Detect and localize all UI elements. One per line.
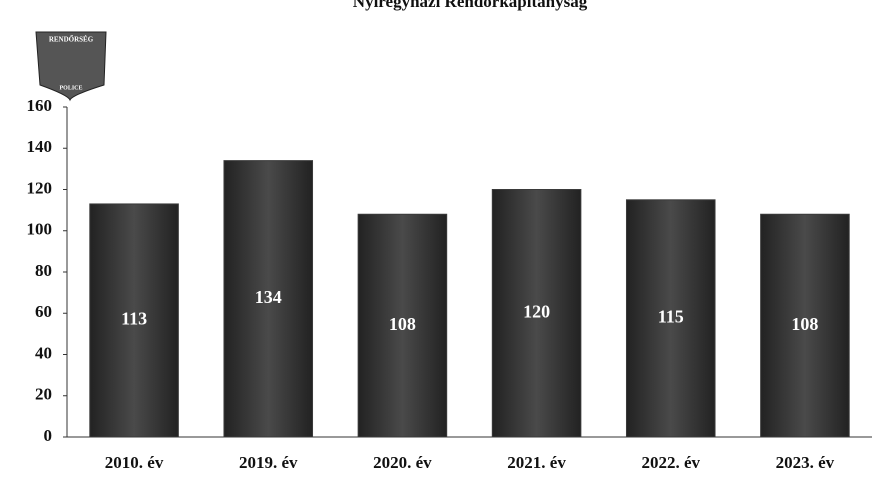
y-tick-label: 160 [27,96,53,115]
logo-badge [35,31,107,102]
y-tick-label: 100 [27,220,53,239]
bar [89,203,179,438]
bar [357,213,448,438]
bar [625,199,716,438]
data-label: 113 [121,309,147,329]
data-label: 108 [389,314,416,334]
y-tick-label: 40 [35,343,52,362]
logo-text: RENDŐRSÉG [49,36,94,44]
bar [223,160,314,438]
logo-text: POLICE [59,85,82,91]
x-tick-label: 2010. év [105,453,164,472]
y-tick-label: 80 [35,261,52,280]
x-tick-label: 2020. év [373,453,432,472]
bar [760,213,850,438]
data-label: 120 [523,301,550,321]
y-tick-label: 20 [35,385,52,404]
bar [491,189,582,438]
x-tick-label: 2021. év [507,453,566,472]
x-tick-label: 2023. év [776,453,835,472]
x-tick-label: 2022. év [641,453,700,472]
x-tick-label: 2019. év [239,453,298,472]
y-tick-label: 140 [27,137,53,156]
chart-title: Nyíregyházi Rendőrkapitányság [353,0,588,11]
y-tick-label: 120 [27,178,53,197]
data-label: 134 [255,287,282,307]
data-label: 115 [658,307,684,327]
data-label: 108 [791,314,818,334]
logo: RENDŐRSÉG POLICE [35,31,107,102]
y-tick-label: 0 [44,426,53,445]
y-tick-label: 60 [35,302,52,321]
